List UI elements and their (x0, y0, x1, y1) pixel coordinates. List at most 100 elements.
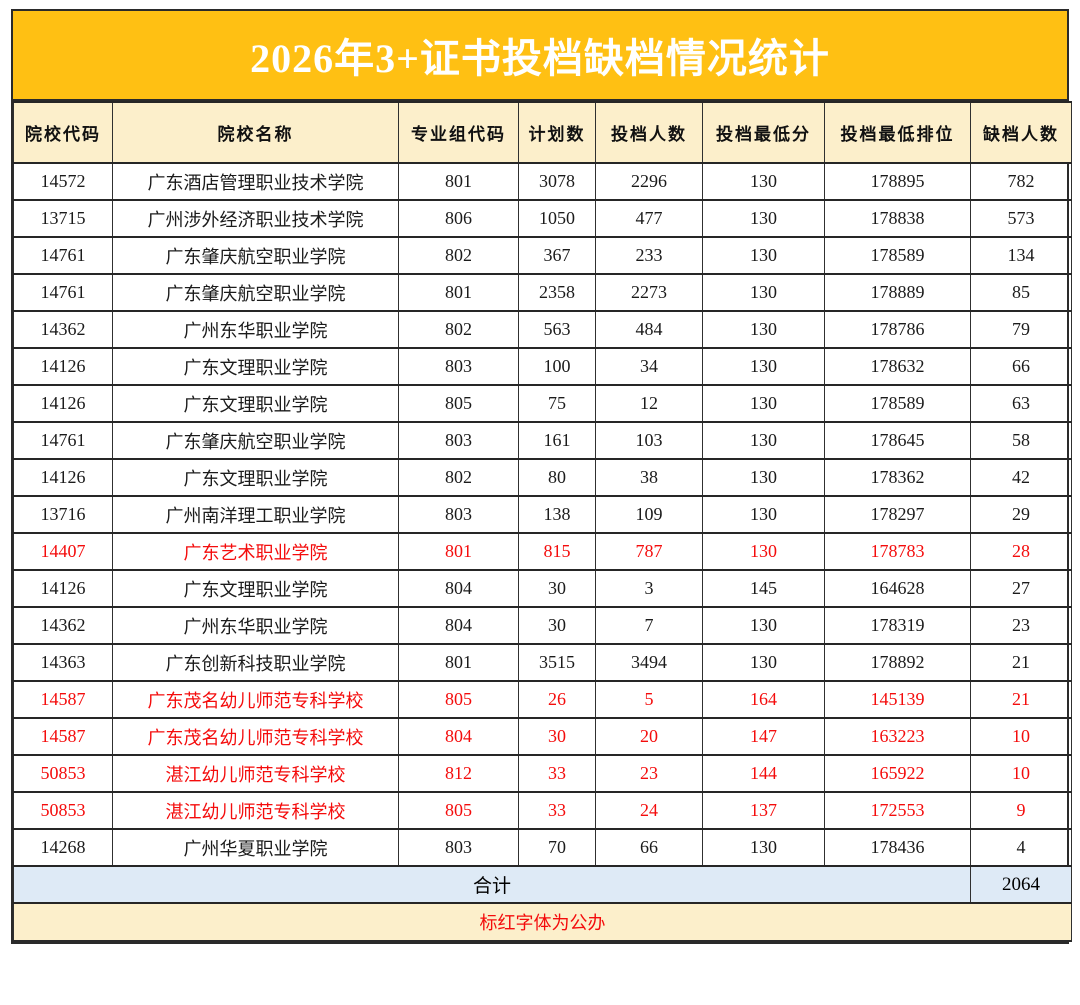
cell-filed-count: 2273 (595, 273, 703, 312)
cell-min-score: 130 (702, 199, 825, 238)
cell-code: 14587 (13, 717, 113, 756)
note-row: 标红字体为公办 (13, 902, 1072, 942)
cell-plan-count: 30 (518, 606, 596, 645)
cell-group-code: 804 (398, 717, 519, 756)
cell-group-code: 801 (398, 532, 519, 571)
cell-filed-count: 20 (595, 717, 703, 756)
cell-group-code: 803 (398, 828, 519, 867)
title-bar: 2026年3+证书投档缺档情况统计 (13, 11, 1067, 101)
cell-min-rank: 178786 (824, 310, 971, 349)
cell-group-code: 805 (398, 384, 519, 423)
cell-code: 13716 (13, 495, 113, 534)
cell-min-score: 130 (702, 236, 825, 275)
table-row: 14761 广东肇庆航空职业学院 801 2358 2273 130 178889 85 (13, 273, 1072, 312)
cell-name: 广东文理职业学院 (112, 384, 399, 423)
cell-name: 广东酒店管理职业技术学院 (112, 162, 399, 201)
cell-filed-count: 24 (595, 791, 703, 830)
cell-min-rank: 165922 (824, 754, 971, 793)
column-header-plan-count: 计划数 (518, 101, 596, 164)
cell-name: 广东肇庆航空职业学院 (112, 236, 399, 275)
cell-shortage-count: 85 (970, 273, 1072, 312)
cell-code: 14761 (13, 421, 113, 460)
cell-min-rank: 178589 (824, 384, 971, 423)
cell-group-code: 803 (398, 347, 519, 386)
cell-min-rank: 145139 (824, 680, 971, 719)
table-row: 14126 广东文理职业学院 803 100 34 130 178632 66 (13, 347, 1072, 386)
cell-code: 14268 (13, 828, 113, 867)
cell-min-rank: 178297 (824, 495, 971, 534)
cell-filed-count: 2296 (595, 162, 703, 201)
cell-name: 广东茂名幼儿师范专科学校 (112, 680, 399, 719)
cell-plan-count: 367 (518, 236, 596, 275)
cell-min-score: 164 (702, 680, 825, 719)
column-header-min-rank: 投档最低排位 (824, 101, 971, 164)
table-row: 14268 广州华夏职业学院 803 70 66 130 178436 4 (13, 828, 1072, 867)
cell-group-code: 805 (398, 791, 519, 830)
table-row: 14126 广东文理职业学院 805 75 12 130 178589 63 (13, 384, 1072, 423)
cell-plan-count: 2358 (518, 273, 596, 312)
column-header-code: 院校代码 (13, 101, 113, 164)
cell-filed-count: 109 (595, 495, 703, 534)
cell-plan-count: 70 (518, 828, 596, 867)
cell-min-score: 130 (702, 421, 825, 460)
column-header-filed-count: 投档人数 (595, 101, 703, 164)
cell-plan-count: 161 (518, 421, 596, 460)
cell-shortage-count: 63 (970, 384, 1072, 423)
cell-min-rank: 172553 (824, 791, 971, 830)
cell-filed-count: 484 (595, 310, 703, 349)
cell-name: 湛江幼儿师范专科学校 (112, 754, 399, 793)
cell-plan-count: 33 (518, 754, 596, 793)
cell-min-rank: 178632 (824, 347, 971, 386)
cell-filed-count: 3 (595, 569, 703, 608)
cell-name: 广州南洋理工职业学院 (112, 495, 399, 534)
cell-shortage-count: 21 (970, 643, 1072, 682)
cell-filed-count: 5 (595, 680, 703, 719)
cell-name: 广州涉外经济职业技术学院 (112, 199, 399, 238)
cell-filed-count: 34 (595, 347, 703, 386)
cell-code: 13715 (13, 199, 113, 238)
cell-min-rank: 178645 (824, 421, 971, 460)
cell-min-rank: 178783 (824, 532, 971, 571)
cell-code: 50853 (13, 791, 113, 830)
cell-plan-count: 3515 (518, 643, 596, 682)
cell-shortage-count: 79 (970, 310, 1072, 349)
cell-group-code: 802 (398, 458, 519, 497)
column-header-name: 院校名称 (112, 101, 399, 164)
table-row: 14126 广东文理职业学院 804 30 3 145 164628 27 (13, 569, 1072, 608)
cell-code: 14363 (13, 643, 113, 682)
cell-min-score: 130 (702, 532, 825, 571)
cell-min-rank: 178589 (824, 236, 971, 275)
cell-min-score: 145 (702, 569, 825, 608)
cell-min-rank: 178838 (824, 199, 971, 238)
cell-min-score: 130 (702, 495, 825, 534)
cell-plan-count: 815 (518, 532, 596, 571)
cell-name: 广东肇庆航空职业学院 (112, 273, 399, 312)
cell-name: 广东文理职业学院 (112, 569, 399, 608)
cell-group-code: 804 (398, 569, 519, 608)
cell-plan-count: 30 (518, 569, 596, 608)
table-row: 14126 广东文理职业学院 802 80 38 130 178362 42 (13, 458, 1072, 497)
cell-code: 14587 (13, 680, 113, 719)
cell-name: 广东茂名幼儿师范专科学校 (112, 717, 399, 756)
header-row: 院校代码 院校名称 专业组代码 计划数 投档人数 投档最低分 投档最低排位 缺档人数 (13, 101, 1072, 164)
table-body: 14572 广东酒店管理职业技术学院 801 3078 2296 130 178895 782… (13, 162, 1072, 867)
cell-name: 广东创新科技职业学院 (112, 643, 399, 682)
cell-min-score: 130 (702, 643, 825, 682)
cell-shortage-count: 27 (970, 569, 1072, 608)
cell-min-rank: 178895 (824, 162, 971, 201)
cell-code: 50853 (13, 754, 113, 793)
table-row: 14587 广东茂名幼儿师范专科学校 804 30 20 147 163223 10 (13, 717, 1072, 756)
cell-filed-count: 38 (595, 458, 703, 497)
cell-plan-count: 1050 (518, 199, 596, 238)
page-title: 2026年3+证书投档缺档情况统计 (250, 36, 830, 81)
cell-name: 广东艺术职业学院 (112, 532, 399, 571)
cell-min-rank: 178319 (824, 606, 971, 645)
cell-group-code: 803 (398, 421, 519, 460)
cell-code: 14761 (13, 273, 113, 312)
cell-name: 广州东华职业学院 (112, 310, 399, 349)
cell-min-rank: 178892 (824, 643, 971, 682)
cell-shortage-count: 28 (970, 532, 1072, 571)
cell-code: 14761 (13, 236, 113, 275)
cell-code: 14126 (13, 384, 113, 423)
total-value: 2064 (970, 865, 1072, 904)
